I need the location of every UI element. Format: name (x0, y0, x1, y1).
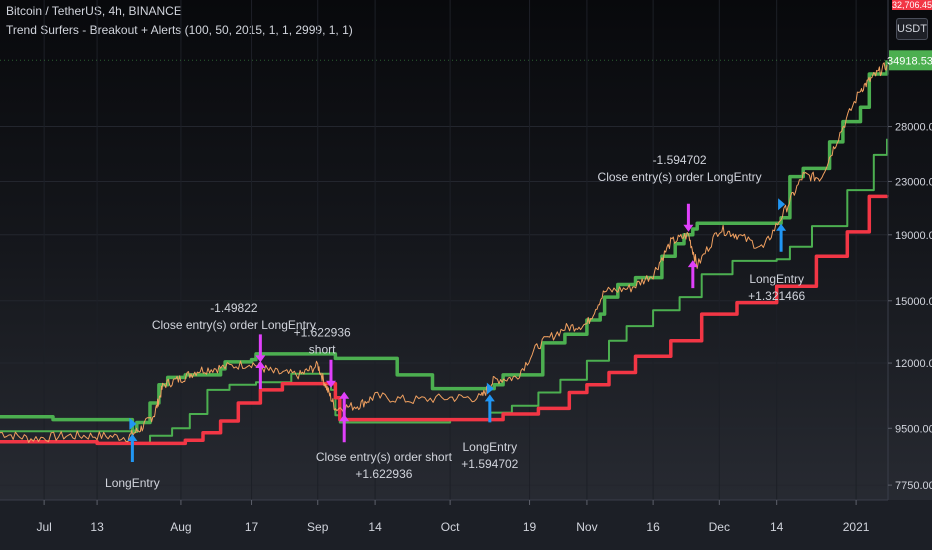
long-entry-arrow (127, 434, 138, 463)
close-order-arrow (339, 391, 350, 420)
trade-annotations: LongEntry -1.49822 Close entry(s) order Lo… (105, 153, 805, 490)
y-tick-label: 15000.00 (895, 296, 932, 308)
top-price-tag-text: 32,706.45 (892, 0, 932, 10)
y-tick-label: 12000.00 (895, 358, 932, 370)
top-price-tag: 32,706.45 (892, 0, 932, 10)
gridlines (0, 0, 887, 500)
long-entry-arrow (129, 417, 137, 430)
x-tick-label: Nov (576, 520, 597, 534)
trade-annotation-text: short (309, 342, 336, 356)
x-tick-label: Dec (709, 520, 730, 534)
y-tick-label: 9500.00 (895, 423, 932, 435)
series-mid-line (0, 138, 888, 445)
close-order-arrow (339, 414, 350, 443)
last-price-tag-text: 34918.53 (887, 55, 932, 67)
x-tick-label: Sep (307, 520, 329, 534)
x-tick-label: 2021 (843, 520, 870, 534)
close-order-arrow (325, 359, 336, 388)
trade-annotation-text: LongEntry (105, 476, 160, 490)
trade-annotation-text: +1.622936 (355, 467, 412, 481)
trade-annotation-text: Close entry(s) order short (316, 450, 453, 464)
series-layer (0, 60, 889, 446)
long-entry-arrow (484, 394, 495, 423)
close-order-arrow (255, 334, 266, 363)
price-axis: 7750.00 9500.00 12000.00 15000.00 19000.00 23… (887, 0, 932, 500)
trade-annotation-text: +1.594702 (461, 457, 518, 471)
time-axis: Jul 13 Aug 17 Sep 14 Oct 19 Nov 16 Dec 14 2021 (0, 499, 932, 550)
x-tick-label: 16 (646, 520, 660, 534)
y-tick-label: 28000.00 (895, 122, 932, 134)
trade-annotation-text: +1.622936 (294, 325, 351, 339)
long-entry-arrow (778, 198, 786, 211)
x-tick-label: Aug (170, 520, 191, 534)
close-order-arrow (683, 203, 694, 232)
y-tick-label: 23000.00 (895, 176, 932, 188)
x-tick-label: Oct (441, 520, 460, 534)
chart-title: Bitcoin / TetherUS, 4h, BINANCE (6, 4, 182, 18)
trade-annotation-text: +1.321466 (748, 289, 805, 303)
x-tick-label: 14 (770, 520, 784, 534)
x-tick-label: 17 (245, 520, 259, 534)
trade-markers (127, 198, 787, 463)
trade-annotation-text: LongEntry (462, 440, 517, 454)
x-tick-label: Jul (36, 520, 51, 534)
y-tick-label: 7750.00 (895, 480, 932, 492)
study-legend[interactable]: Trend Surfers - Breakout + Alerts (100, … (6, 23, 353, 37)
long-entry-arrow (486, 382, 494, 395)
last-price-tag: 34918.53 (887, 50, 932, 71)
x-tick-label: 19 (523, 520, 537, 534)
trade-annotation-text: -1.49822 (210, 301, 258, 315)
close-order-arrow (255, 360, 266, 389)
x-tick-label: 13 (90, 520, 104, 534)
currency-unit-button[interactable]: USDT (896, 18, 928, 40)
x-tick-label: 14 (368, 520, 382, 534)
trade-annotation-text: Close entry(s) order LongEntry (152, 318, 316, 332)
y-tick-label: 19000.00 (895, 230, 932, 242)
series-upper-line (0, 60, 889, 433)
trade-annotation-text: Close entry(s) order LongEntry (598, 170, 762, 184)
close-order-arrow (687, 260, 698, 289)
trade-annotation-text: -1.594702 (653, 153, 707, 167)
series-price-line (0, 62, 888, 443)
long-entry-arrow (776, 223, 787, 252)
trade-annotation-text: LongEntry (749, 272, 804, 286)
price-tags: 32,706.45 34918.53 (0, 0, 932, 71)
series-lower-line (0, 194, 889, 446)
